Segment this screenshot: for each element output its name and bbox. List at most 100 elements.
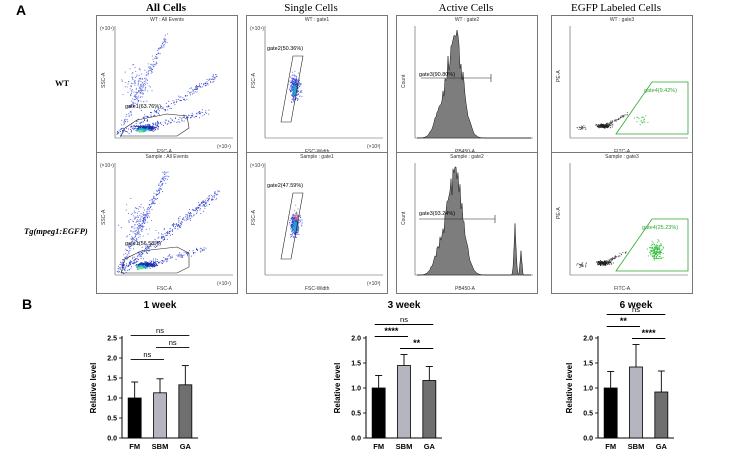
chart-title: 3 week: [388, 300, 421, 311]
bar-sbm: [397, 365, 411, 439]
facs-plot-tg-egfp-cells: Sample : gate3 gate4(25.23%) FITC-A PE-A: [551, 152, 693, 294]
y-tick-label: 1.0: [583, 386, 593, 393]
svg-text:(×10⁴): (×10⁴): [217, 144, 231, 150]
gate-label: gate4(25.23%): [642, 225, 678, 231]
svg-text:SSC-A: SSC-A: [101, 209, 107, 225]
y-tick-label: 2.0: [351, 336, 361, 343]
row-label-tg: Tg(mpeg1:EGFP): [24, 226, 88, 236]
svg-text:PE-A: PE-A: [556, 70, 562, 82]
svg-text:Count: Count: [401, 74, 407, 88]
svg-text:(×10⁴): (×10⁴): [100, 163, 114, 169]
column-heading-all-cells: All Cells: [145, 2, 187, 14]
y-tick-label: 0.5: [351, 411, 361, 418]
bar-fm: [127, 397, 142, 439]
svg-text:SSC-A: SSC-A: [101, 72, 107, 88]
gate-label: gate1(63.76%): [125, 104, 161, 110]
y-tick-label: 0.0: [351, 436, 361, 443]
significance-label: ns: [400, 315, 408, 324]
svg-text:FITC-A: FITC-A: [614, 286, 631, 292]
significance-label: **: [413, 338, 421, 348]
plot-title: WT : gate1: [304, 17, 330, 23]
svg-text:(×10⁴): (×10⁴): [250, 163, 264, 169]
gate-label: gate1(56.58%): [125, 241, 161, 247]
bar-chart-3-week: 3 week Relative level 0.0 0.5 1.0 1.5 2.0 FM SBM…: [333, 300, 442, 451]
y-tick-label: 2.5: [107, 336, 117, 343]
bar-ga: [178, 384, 193, 439]
bar-chart-6-week: 6 week Relative level 0.0 0.5 1.0 1.5 2.0 FM SBM…: [565, 300, 674, 451]
gate-label: gate3(93.24%): [419, 211, 455, 217]
plot-title: WT : gate2: [454, 17, 480, 23]
bar-ga: [422, 380, 437, 439]
svg-text:(×10⁴): (×10⁴): [250, 26, 264, 32]
y-tick-label: 1.0: [351, 386, 361, 393]
significance-label: ****: [384, 326, 399, 336]
x-tick-label: GA: [180, 442, 192, 451]
facs-plot-wt-egfp-cells: WT : gate3 gate4(9.42%) FITC-A PE-A: [551, 15, 693, 157]
svg-text:(×10³): (×10³): [367, 144, 381, 150]
scatter-fsc-width: gate2(47.59%) (×10⁴) (×10³) FSC-Width FS…: [250, 163, 383, 292]
facs-plot-tg-active-cells: Sample : gate2 gate3(93.24%) PB450-A Cou…: [396, 152, 538, 294]
bar-fm: [603, 387, 618, 439]
plot-title: WT : gate3: [609, 17, 635, 23]
significance-label: ns: [169, 338, 177, 347]
chart-title: 6 week: [620, 300, 653, 311]
column-heading-egfp-cells: EGFP Labeled Cells: [570, 2, 662, 14]
facs-plot-wt-single-cells: WT : gate1 gate2(50.36%) (×10⁴) (×10³) F…: [246, 15, 388, 157]
y-tick-label: 1.5: [583, 361, 593, 368]
svg-text:PE-A: PE-A: [556, 207, 562, 219]
svg-text:(×10³): (×10³): [367, 281, 381, 287]
bar-sbm: [153, 392, 167, 439]
significance-label: ns: [143, 350, 151, 359]
svg-text:FSC-A: FSC-A: [251, 209, 257, 225]
facs-plot-tg-all-cells: Sample : All Events gate1(56.58%) (×10⁴)…: [96, 152, 238, 294]
gate-label: gate4(9.42%): [644, 88, 677, 94]
y-tick-label: 2.0: [107, 356, 117, 363]
x-tick-label: FM: [373, 442, 384, 451]
y-tick-label: 0.5: [107, 416, 117, 423]
significance-label: ns: [156, 326, 164, 335]
y-tick-label: 1.5: [351, 361, 361, 368]
gate-label: gate2(47.59%): [267, 183, 303, 189]
y-tick-label: 0.0: [107, 436, 117, 443]
bar-chart-1-week: 1 week Relative level 0.0 0.5 1.0 1.5 2.0 2.5 FM…: [89, 300, 198, 451]
svg-text:(×10⁴): (×10⁴): [217, 281, 231, 287]
scatter-fsc-width: gate2(50.36%) (×10⁴) (×10³) FSC-Width FS…: [250, 26, 383, 155]
svg-text:FSC-Width: FSC-Width: [305, 286, 330, 292]
y-axis-label: Relative level: [565, 363, 574, 414]
column-heading-active-cells: Active Cells: [438, 2, 494, 14]
svg-text:Count: Count: [401, 211, 407, 225]
svg-text:(×10⁴): (×10⁴): [100, 26, 114, 32]
y-tick-label: 0.5: [583, 411, 593, 418]
bar-sbm: [629, 366, 643, 439]
panel-a-letter: A: [16, 2, 27, 18]
svg-text:FSC-A: FSC-A: [157, 286, 173, 292]
plot-title: Sample : gate1: [300, 154, 334, 160]
x-tick-label: SBM: [396, 442, 413, 451]
scatter-fitc-pe: gate4(9.42%) FITC-A PE-A: [556, 26, 689, 155]
x-tick-label: FM: [129, 442, 140, 451]
significance-label: ****: [642, 328, 657, 338]
panel-b-letter: B: [22, 296, 33, 312]
scatter-fsc-ssc: gate1(56.58%) (×10⁴) (×10⁴) FSC-A SSC-A: [100, 163, 233, 292]
x-tick-label: SBM: [628, 442, 645, 451]
facs-plot-wt-active-cells: WT : gate2 gate3(90.80%) PB450-A Count: [396, 15, 538, 157]
bar-ga: [654, 391, 669, 439]
bar-fm: [371, 387, 386, 439]
significance-label: **: [620, 316, 628, 326]
significance-label: ns: [632, 305, 640, 314]
gate-label: gate3(90.80%): [419, 72, 455, 78]
x-tick-label: FM: [605, 442, 616, 451]
column-heading-single-cells: Single Cells: [284, 2, 338, 14]
plot-title: WT : All Events: [150, 17, 184, 23]
svg-text:PB450-A: PB450-A: [455, 286, 476, 292]
scatter-fsc-ssc: gate1(63.76%) (×10⁴) (×10⁴) FSC-A SSC-A: [100, 26, 233, 155]
plot-title: Sample : All Events: [145, 154, 189, 160]
y-axis-label: Relative level: [333, 363, 342, 414]
plot-title: Sample : gate2: [450, 154, 484, 160]
histogram-pb450: gate3(90.80%) PB450-A Count: [401, 26, 533, 155]
y-tick-label: 1.0: [107, 396, 117, 403]
plot-title: Sample : gate3: [605, 154, 639, 160]
y-tick-label: 1.5: [107, 376, 117, 383]
chart-title: 1 week: [144, 300, 177, 311]
scatter-fitc-pe: gate4(25.23%) FITC-A PE-A: [556, 163, 689, 292]
